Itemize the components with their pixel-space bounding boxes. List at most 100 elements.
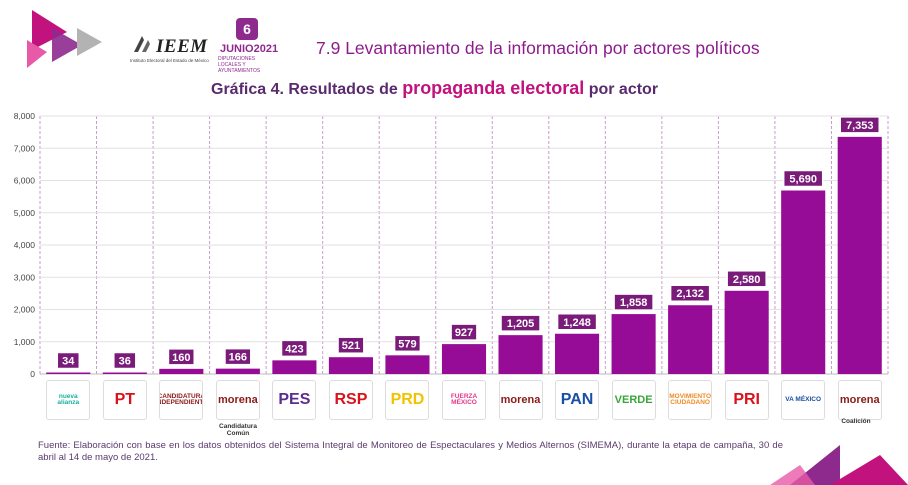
data-label: 1,205 xyxy=(507,318,535,330)
data-label-bg xyxy=(450,323,478,341)
data-label: 7,353 xyxy=(846,120,874,132)
fuerza-mexico-logo: FUERZA MÉXICO xyxy=(442,380,486,420)
va-por-mexico-logo: VA MÉXICO xyxy=(781,380,826,420)
y-tick-label: 5,000 xyxy=(14,208,36,218)
logo-text: RSP xyxy=(334,391,368,408)
independiente-logo: CANDIDATURA INDEPENDIENTE xyxy=(159,380,204,420)
y-tick-label: 6,000 xyxy=(14,176,36,186)
data-label: 1,858 xyxy=(620,297,648,309)
bar-6 xyxy=(328,357,373,374)
pri-logo: PRI xyxy=(724,380,769,420)
logo-text: MOVIMIENTO CIUDADANO xyxy=(669,392,712,406)
data-label-bg xyxy=(782,169,824,188)
bar-4 xyxy=(215,368,260,374)
y-tick-label: 2,000 xyxy=(14,305,36,315)
data-label-bg xyxy=(56,351,81,370)
logo-text: VA MÉXICO xyxy=(785,395,822,403)
data-label: 423 xyxy=(285,343,303,355)
y-tick-label: 8,000 xyxy=(14,111,36,121)
y-tick-label: 3,000 xyxy=(14,272,36,282)
data-label-bg xyxy=(393,334,422,353)
morena-logo: morena xyxy=(498,380,543,420)
data-label-bg xyxy=(500,314,541,332)
data-label: 2,580 xyxy=(733,274,761,286)
candidatura-comun-logo: morena xyxy=(215,380,260,420)
logo-text: CANDIDATURA INDEPENDIENTE xyxy=(159,392,204,406)
logo-text: PES xyxy=(278,391,311,408)
logo-text: PRI xyxy=(733,391,760,408)
bar-2 xyxy=(102,372,147,374)
bar-11 xyxy=(611,314,656,374)
ieem-logo-text: IEEM xyxy=(156,36,208,57)
data-label-bg xyxy=(113,351,137,370)
logo-text: morena xyxy=(217,393,258,406)
ieem-subtitle: Instituto Electoral del Estado de México xyxy=(130,58,209,63)
chart-title-prefix: Gráfica 4. Resultados de xyxy=(211,81,398,98)
logo-text: PRD xyxy=(390,391,425,408)
logo-text: nueva alianza xyxy=(57,392,80,406)
bar-8 xyxy=(441,344,487,374)
pan-logo: PAN xyxy=(555,380,600,420)
y-tick-label: 1,000 xyxy=(14,337,36,347)
logo-text: FUERZA MÉXICO xyxy=(450,392,478,406)
bar-13 xyxy=(724,290,769,374)
data-label-bg xyxy=(726,270,767,288)
data-label-bg xyxy=(280,339,309,358)
data-label-bg xyxy=(839,116,880,134)
rsp-logo: RSP xyxy=(328,380,373,420)
bar-5 xyxy=(272,360,317,374)
data-label-bg xyxy=(613,293,654,311)
section-title: 7.9 Levantamiento de la información por … xyxy=(316,38,760,58)
data-label: 34 xyxy=(62,356,75,368)
logo-text: PT xyxy=(114,391,136,408)
bar-1 xyxy=(46,372,91,374)
data-label: 1,248 xyxy=(563,317,591,329)
verde-logo: VERDE xyxy=(611,380,656,420)
data-label-bg xyxy=(167,348,195,366)
chart-title-highlight: propaganda electoral xyxy=(402,78,585,98)
data-label: 166 xyxy=(229,352,247,364)
ieem-emblem-icon xyxy=(134,36,150,52)
y-tick-label: 4,000 xyxy=(14,240,36,250)
data-label-bg xyxy=(556,313,598,331)
bar-3 xyxy=(159,368,204,374)
bar-7 xyxy=(385,355,430,374)
mc-logo: MOVIMIENTO CIUDADANO xyxy=(668,380,713,420)
data-label: 579 xyxy=(398,338,416,350)
y-tick-label: 7,000 xyxy=(14,143,36,153)
bar-12 xyxy=(668,305,713,374)
prd-logo: PRD xyxy=(385,380,430,420)
data-label: 36 xyxy=(119,356,131,368)
corner-triangles-icon xyxy=(770,445,908,485)
junio-subtitle: DIPUTACIONES LOCALES Y AYUNTAMIENTOS xyxy=(218,56,261,74)
nueva-alianza-logo: nueva alianza xyxy=(46,380,91,420)
data-label: 927 xyxy=(455,327,473,339)
bar-chart: 0 1,000 2,000 3,000 4,000 5,000 6,000 7,000 8,00… xyxy=(14,111,889,379)
junio-badge: 6 xyxy=(236,18,258,40)
logo-text: PAN xyxy=(560,391,594,408)
data-label: 2,132 xyxy=(676,288,704,300)
bar-14 xyxy=(781,190,826,374)
chart-title-suffix: por actor xyxy=(588,81,659,98)
data-label-bg xyxy=(669,284,711,302)
data-label: 521 xyxy=(342,340,360,352)
data-label: 5,690 xyxy=(789,173,817,185)
caption-coalicion: Coalición xyxy=(841,418,871,425)
data-label-bg xyxy=(337,336,365,354)
y-tick-label: 0 xyxy=(30,369,35,379)
logo-text: VERDE xyxy=(614,393,653,406)
logo-text: morena xyxy=(839,393,880,406)
data-label-bg xyxy=(224,347,252,366)
caption-candidatura-comun: Candidatura Común xyxy=(219,423,257,437)
source-note: Fuente: Elaboración con base en los dato… xyxy=(38,440,783,463)
bar-15 xyxy=(837,136,882,374)
brand-triangles-icon xyxy=(27,10,102,68)
pes-logo: PES xyxy=(272,380,317,420)
junio-logo-text: JUNIO2021 xyxy=(220,43,279,55)
pt-logo: PT xyxy=(102,380,147,420)
chart-title: Gráfica 4. Resultados de propaganda elec… xyxy=(211,78,658,99)
coalicion-logo: morena xyxy=(837,380,882,420)
bar-10 xyxy=(555,333,600,374)
logo-text: morena xyxy=(500,393,541,406)
bar-9 xyxy=(498,335,543,374)
